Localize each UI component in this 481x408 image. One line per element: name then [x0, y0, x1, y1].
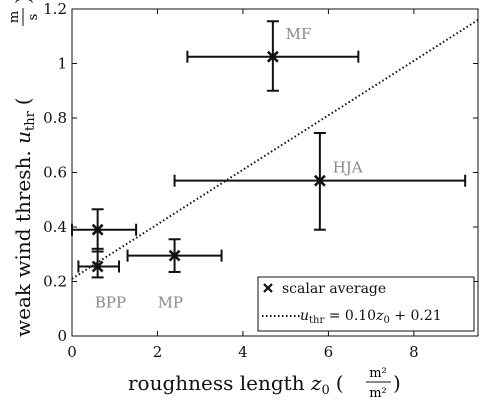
legend-marker-label: scalar average: [282, 281, 386, 297]
x-axis-ticks: 0 2 4 6 8: [67, 9, 419, 361]
site-label: MP: [158, 293, 183, 311]
y-axis-unit-denominator: s: [26, 14, 41, 21]
y-tick-label: 0.2: [43, 273, 67, 291]
y-axis-ticks: 0 0.2 0.4 0.6 0.8 1 1.2: [43, 0, 478, 345]
legend-z-sub: 0: [383, 315, 389, 326]
x-marker-icon: [313, 174, 326, 187]
site-label: HJA: [333, 159, 363, 177]
data-point: [126, 238, 223, 273]
legend-thr: thr: [309, 315, 324, 326]
legend-u: u: [300, 308, 309, 324]
legend-z: z: [375, 308, 384, 324]
x-tick-label: 8: [409, 343, 419, 361]
x-axis-label-text: roughness length z0(: [128, 371, 344, 398]
y-axis-label: weak wind thresh. uthr( m s ): [7, 0, 41, 337]
x-marker-icon: [91, 260, 104, 273]
site-label: BPP: [95, 293, 126, 311]
legend-eq-pre: = 0.10: [324, 308, 376, 324]
y-tick-label: 0.4: [43, 218, 67, 236]
y-axis-label-text: weak wind thresh. uthr(: [11, 97, 38, 337]
legend: scalar average uthr = 0.10z0 + 0.21: [257, 276, 475, 332]
x-axis-label-sub: 0: [322, 383, 330, 398]
legend-line-label: uthr = 0.10z0 + 0.21: [300, 308, 442, 326]
x-tick-label: 0: [67, 343, 77, 361]
y-axis-label-close: ): [11, 0, 35, 4]
x-marker-icon: [266, 50, 279, 63]
y-tick-label: 1.2: [43, 0, 67, 18]
x-axis-label-sym: z: [310, 371, 322, 395]
data-point: [71, 208, 138, 253]
y-tick-label: 1: [57, 55, 67, 73]
data-points: [71, 20, 467, 279]
x-axis-unit-denominator: m²: [369, 386, 387, 401]
legend-box: [257, 276, 475, 332]
x-axis-label-close: ): [393, 371, 401, 395]
y-axis-unit-numerator: m: [7, 11, 22, 23]
x-tick-label: 4: [238, 343, 248, 361]
x-marker-icon: [168, 249, 181, 262]
x-axis-unit-numerator: m²: [369, 366, 387, 381]
fit-line: [71, 19, 479, 280]
y-tick-label: 0.8: [43, 109, 67, 127]
y-axis-label-sym: u: [11, 131, 35, 144]
x-axis-label-main: roughness length: [128, 371, 311, 395]
x-marker-icon: [91, 223, 104, 236]
data-point: [77, 247, 121, 279]
legend-eq-post: + 0.21: [390, 308, 442, 324]
data-point: [186, 20, 360, 92]
y-tick-label: 0.6: [43, 164, 67, 182]
y-axis-label-main: weak wind thresh.: [11, 144, 35, 337]
y-axis-label-sub: thr: [23, 110, 38, 131]
x-tick-label: 2: [153, 343, 163, 361]
x-tick-label: 6: [324, 343, 334, 361]
x-axis-label: roughness length z0( m² m² ): [128, 366, 401, 401]
site-labels: MF HJA BPP MP: [95, 25, 363, 311]
data-point: [173, 131, 467, 231]
legend-marker-x-icon: [263, 283, 273, 293]
site-label: MF: [286, 25, 312, 43]
y-tick-label: 0: [57, 327, 67, 345]
